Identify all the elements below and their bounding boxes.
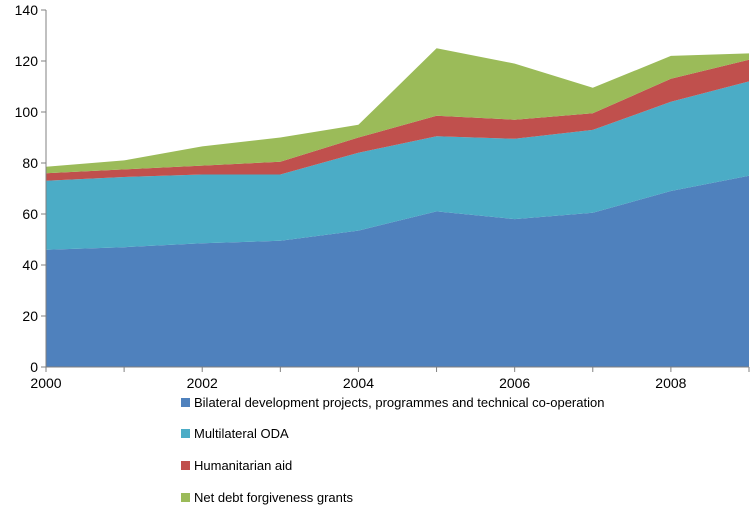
axes bbox=[45, 10, 749, 368]
area-series-debt-forgiveness bbox=[46, 48, 749, 174]
y-tick-label: 80 bbox=[22, 155, 38, 171]
legend-swatch-debt-forgiveness bbox=[181, 492, 190, 502]
series-areas bbox=[46, 48, 749, 367]
y-tick-label: 20 bbox=[22, 308, 38, 324]
legend-swatch-humanitarian bbox=[181, 460, 190, 470]
legend-label-bilateral: Bilateral development projects, programm… bbox=[194, 394, 605, 410]
legend-swatch-bilateral bbox=[181, 397, 190, 407]
y-tick-label: 140 bbox=[15, 2, 39, 18]
y-tick-label: 60 bbox=[22, 206, 38, 222]
y-tick-label: 40 bbox=[22, 257, 38, 273]
legend: Bilateral development projects, programm… bbox=[181, 394, 604, 521]
legend-item-multilateral: Multilateral ODA bbox=[181, 426, 604, 442]
legend-swatch-multilateral bbox=[181, 429, 190, 439]
area-series-multilateral bbox=[46, 81, 749, 250]
x-axis-ticks: 2000 2002 2004 2006 2008 bbox=[30, 367, 750, 391]
y-tick-label: 120 bbox=[15, 53, 39, 69]
legend-label-multilateral: Multilateral ODA bbox=[194, 426, 289, 442]
x-tick-label: 2004 bbox=[343, 375, 374, 391]
y-tick-label: 0 bbox=[30, 359, 38, 375]
legend-label-humanitarian: Humanitarian aid bbox=[194, 457, 293, 473]
area-series-bilateral bbox=[46, 175, 749, 367]
y-axis-ticks: 0 20 40 60 80 100 120 140 bbox=[15, 2, 46, 375]
legend-item-debt-forgiveness: Net debt forgiveness grants bbox=[181, 489, 604, 505]
x-tick-label: 2006 bbox=[499, 375, 530, 391]
legend-item-humanitarian: Humanitarian aid bbox=[181, 457, 604, 473]
legend-item-bilateral: Bilateral development projects, programm… bbox=[181, 394, 604, 410]
legend-label-debt-forgiveness: Net debt forgiveness grants bbox=[194, 489, 353, 505]
x-tick-label: 2000 bbox=[30, 375, 61, 391]
y-tick-label: 100 bbox=[15, 104, 39, 120]
area-series-humanitarian bbox=[46, 59, 749, 181]
x-tick-label: 2008 bbox=[655, 375, 686, 391]
x-tick-label: 2002 bbox=[187, 375, 218, 391]
